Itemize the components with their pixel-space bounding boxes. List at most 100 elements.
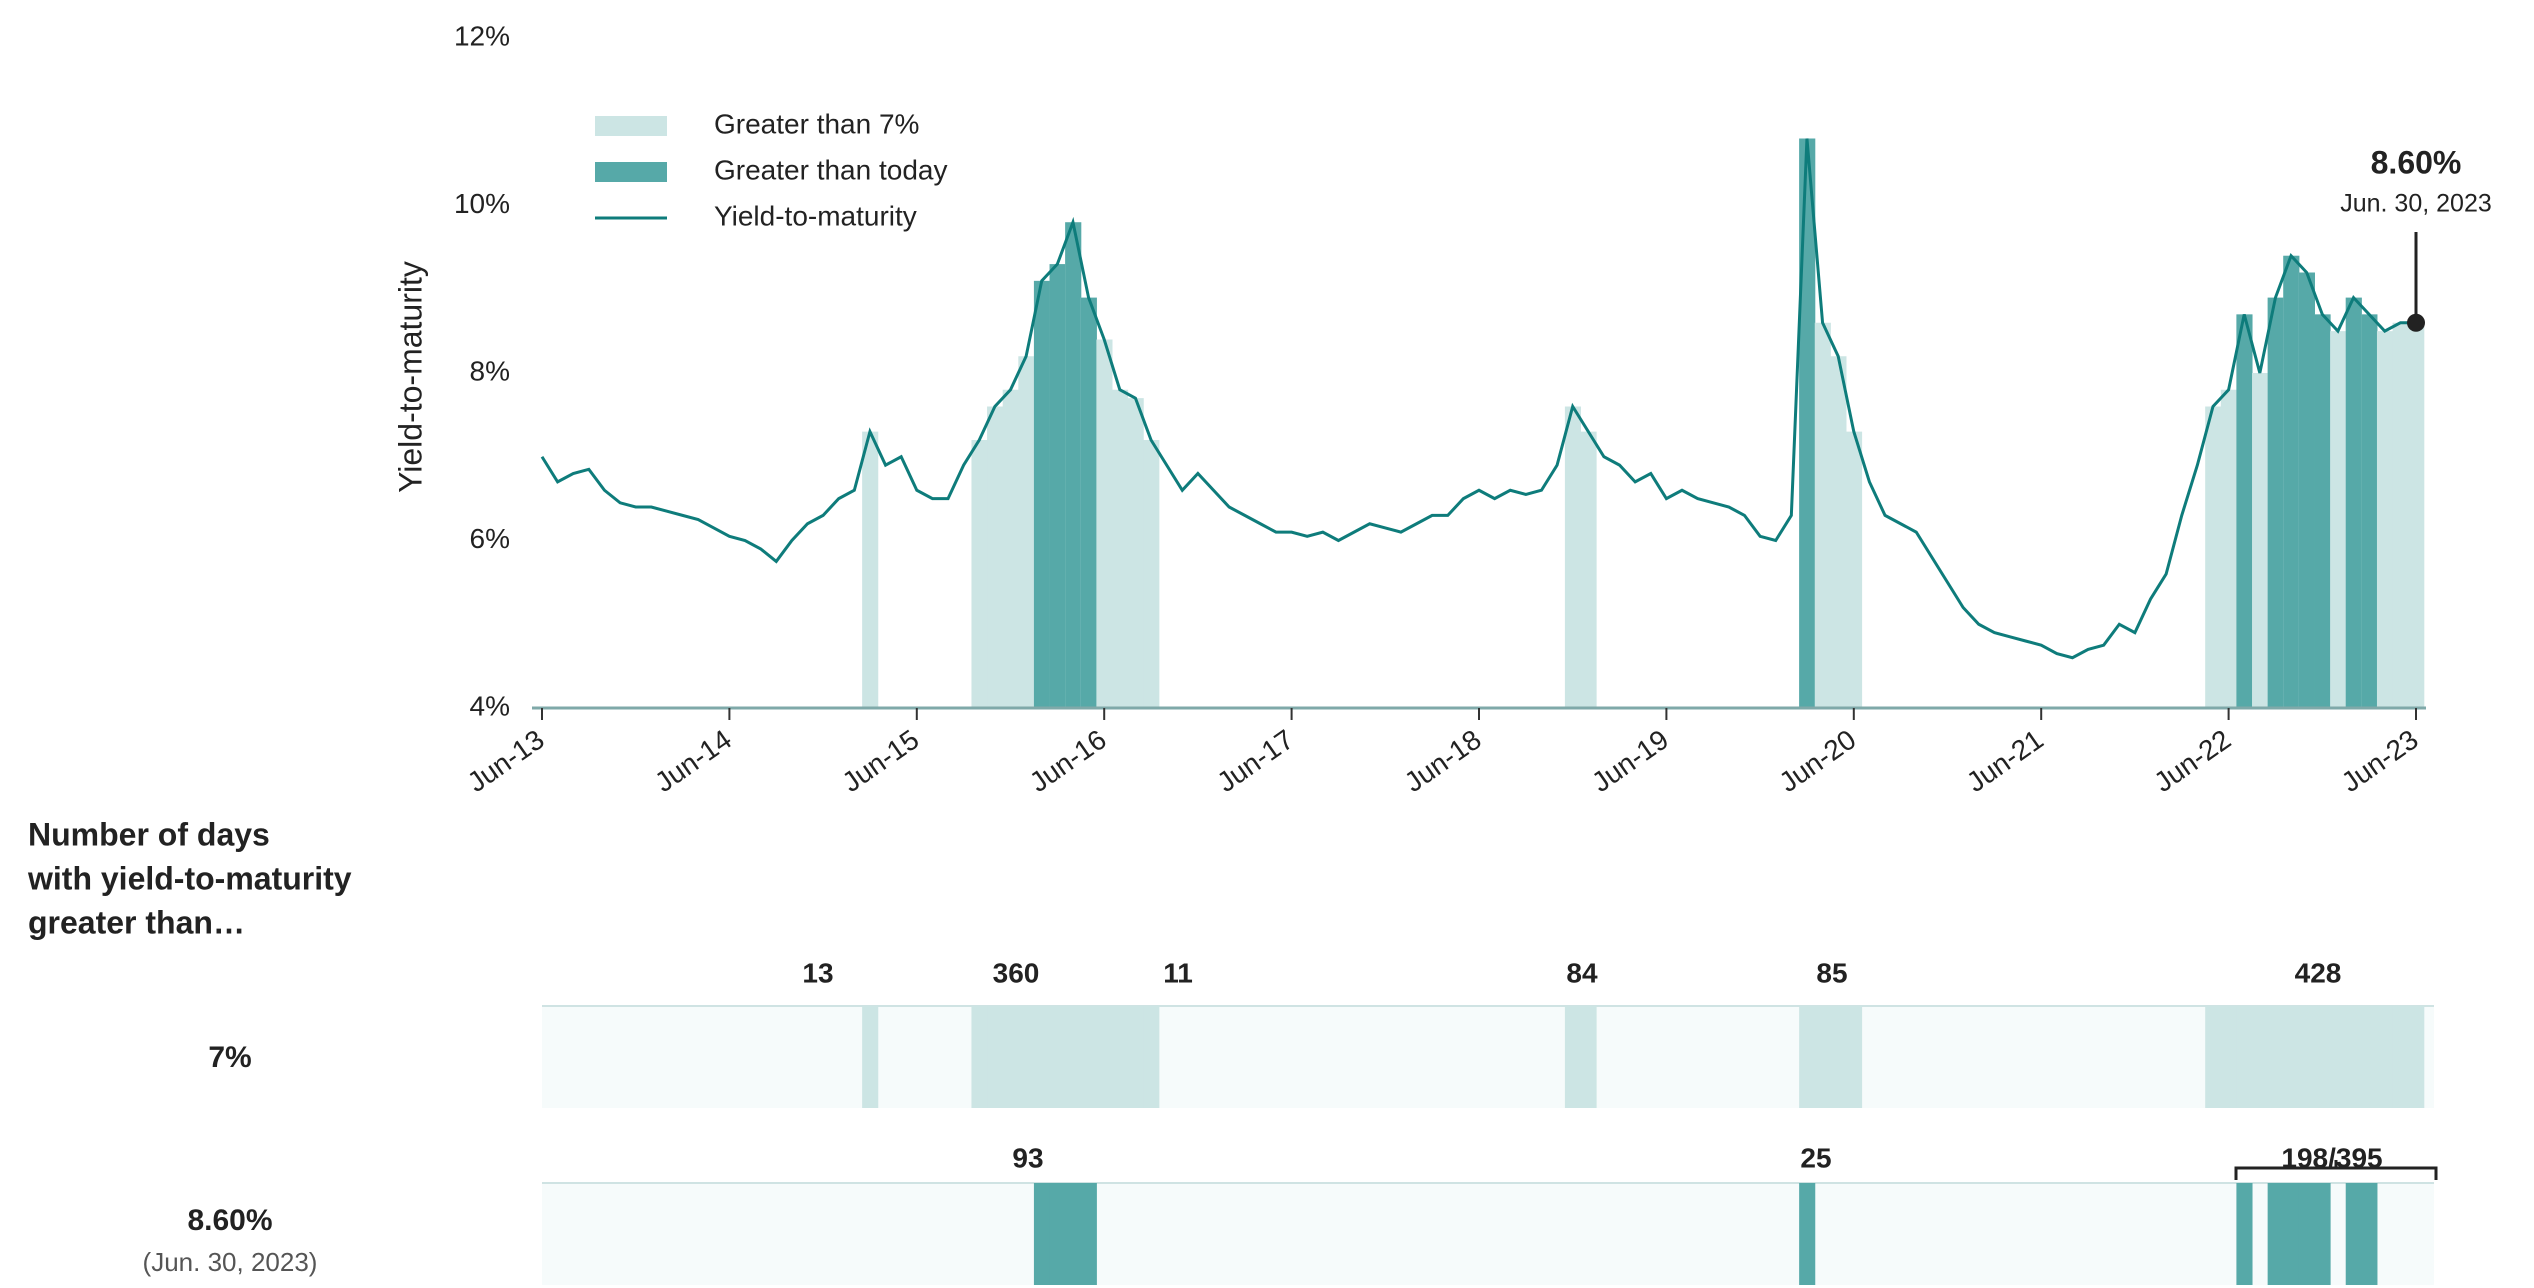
strip-day (1580, 1006, 1597, 1108)
shade-threshold (2220, 389, 2237, 708)
y-tick-label: 12% (454, 20, 510, 51)
strip-day (2283, 1183, 2300, 1285)
strip-day (2298, 1183, 2315, 1285)
shade-today (1049, 264, 1066, 708)
strip-day (2314, 1006, 2331, 1108)
x-tick-label: Jun-16 (1024, 724, 1112, 799)
x-tick-label: Jun-23 (2336, 724, 2424, 799)
legend-label: Greater than 7% (714, 108, 919, 139)
yield-line (540, 138, 2416, 660)
annotation-value: 8.60% (2371, 144, 2462, 180)
strip-day (1080, 1183, 1097, 1285)
shade-today (2236, 314, 2253, 708)
bracket (2234, 1160, 2438, 1180)
shade-today (2361, 314, 2378, 708)
strip-title: Number of days (28, 816, 270, 852)
count-label: 85 (1816, 957, 1847, 988)
y-tick-label: 10% (454, 188, 510, 219)
shade-threshold (1814, 322, 1831, 708)
x-tick-label: Jun-19 (1586, 724, 1674, 799)
count-label: 11 (1163, 957, 1193, 988)
count-label: 360 (993, 957, 1040, 988)
strip-day (1127, 1006, 1144, 1108)
shade-today (2298, 272, 2315, 708)
x-tick-label: Jun-13 (462, 724, 550, 799)
row-label: 7% (208, 1041, 251, 1074)
strip-day (2345, 1183, 2362, 1285)
shade-threshold (2392, 322, 2409, 708)
strip-day (2236, 1183, 2253, 1285)
strip-day (1814, 1006, 1831, 1108)
strip-bg (542, 1006, 2434, 1108)
shade-threshold (1830, 356, 1847, 708)
strip-day (1065, 1183, 1082, 1285)
strip-day (1033, 1006, 1051, 1108)
shade-threshold (2252, 373, 2269, 708)
strip-day (862, 1006, 879, 1108)
strip-day (2283, 1006, 2300, 1108)
x-tick-label: Jun-22 (2148, 724, 2236, 799)
shade-today (1065, 222, 1082, 708)
strip-day (1799, 1183, 1816, 1285)
strip-day (2205, 1006, 2222, 1108)
strip-day (2376, 1006, 2394, 1108)
strip-day (2252, 1006, 2269, 1108)
legend-label: Yield-to-maturity (714, 200, 917, 231)
strip-day (2330, 1006, 2347, 1108)
strip-day (1018, 1006, 1035, 1108)
strip-day (2298, 1006, 2315, 1108)
strip-day (2220, 1006, 2237, 1108)
x-tick-label: Jun-20 (1774, 724, 1862, 799)
strip-day (2267, 1183, 2284, 1285)
legend-label: Greater than today (714, 154, 947, 185)
shade-today (2283, 255, 2300, 708)
strip-day (1033, 1183, 1051, 1285)
strip-day (2314, 1183, 2331, 1285)
shade-threshold (1564, 406, 1582, 708)
strip-title: greater than… (28, 904, 245, 940)
strip-day (1002, 1006, 1019, 1108)
strip-day (987, 1006, 1004, 1108)
shade-threshold (971, 440, 988, 708)
strip-day (1799, 1006, 1816, 1108)
y-tick-label: 4% (470, 690, 510, 721)
shade-today (2314, 314, 2331, 708)
shade-threshold (1096, 339, 1113, 708)
legend-swatch (595, 162, 667, 182)
annotation-date: Jun. 30, 2023 (2340, 190, 2492, 218)
shade-threshold (2205, 406, 2222, 708)
x-tick-label: Jun-17 (1211, 724, 1299, 799)
shade-today (2267, 297, 2284, 708)
strip-day (2361, 1183, 2378, 1285)
y-tick-label: 6% (470, 523, 510, 554)
strip-day (1845, 1006, 1863, 1108)
count-label: 428 (2295, 957, 2342, 988)
strip-day (2267, 1006, 2284, 1108)
strip-day (2408, 1006, 2425, 1108)
shade-threshold (2408, 322, 2425, 708)
shade-threshold (1002, 389, 1019, 708)
strip-day (1065, 1006, 1082, 1108)
strip-day (1080, 1006, 1097, 1108)
strip-day (2392, 1006, 2409, 1108)
shade-threshold (987, 406, 1004, 708)
shade-threshold (1580, 431, 1597, 708)
strip-bg (542, 1183, 2434, 1285)
count-label: 93 (1012, 1142, 1043, 1173)
strip-day (1049, 1006, 1066, 1108)
shade-threshold (1143, 440, 1160, 708)
x-tick-label: Jun-15 (837, 724, 925, 799)
row-label: 8.60% (187, 1204, 272, 1237)
row-note: (Jun. 30, 2023) (143, 1247, 318, 1277)
strip-day (1112, 1006, 1129, 1108)
strip-day (1143, 1006, 1160, 1108)
shade-threshold (2330, 331, 2347, 708)
count-label: 25 (1800, 1142, 1831, 1173)
strip-day (1564, 1006, 1582, 1108)
count-label: 13 (802, 957, 833, 988)
shade-threshold (1127, 398, 1144, 708)
y-tick-label: 8% (470, 355, 510, 386)
shade-threshold (1845, 431, 1863, 708)
shade-today (1033, 280, 1051, 708)
shade-threshold (1018, 356, 1035, 708)
